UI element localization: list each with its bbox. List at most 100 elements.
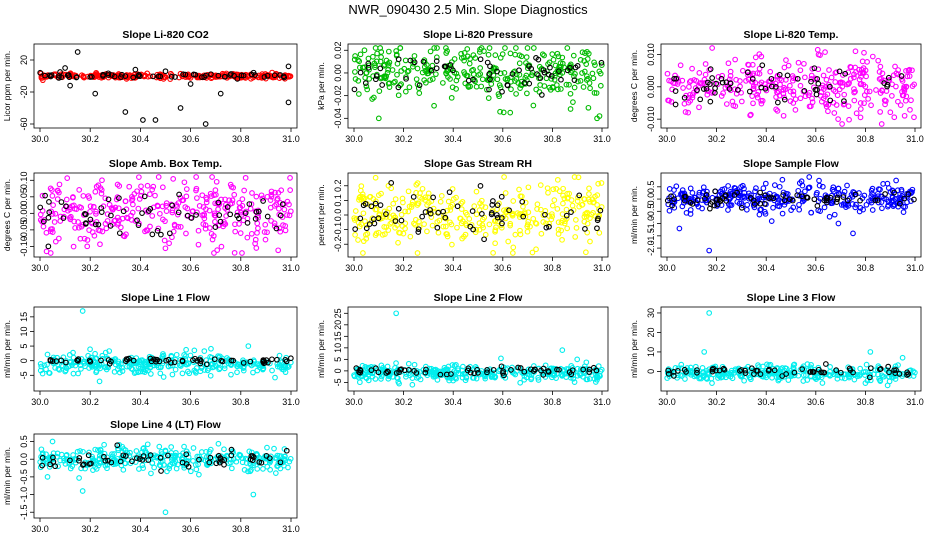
data-point	[671, 373, 677, 379]
data-point	[134, 455, 140, 461]
data-point	[102, 220, 109, 227]
data-point	[157, 370, 164, 377]
y-tick-label: 0	[646, 369, 656, 374]
data-point	[768, 194, 774, 201]
data-point	[871, 196, 877, 202]
data-point	[261, 229, 268, 235]
data-point	[222, 196, 228, 203]
data-point	[781, 96, 788, 103]
data-point	[532, 366, 538, 373]
data-point	[707, 66, 714, 72]
data-point	[448, 203, 454, 210]
data-point	[93, 183, 100, 190]
data-point	[208, 193, 215, 199]
data-point	[851, 376, 858, 383]
x-tick-label: 31.0	[906, 134, 924, 144]
x-tick-label: 30.0	[658, 397, 676, 407]
data-point	[66, 214, 73, 221]
data-point	[699, 364, 706, 371]
y-tick-label: -1.0	[19, 487, 29, 503]
data-point	[68, 213, 74, 220]
data-point	[705, 371, 712, 377]
data-point	[98, 357, 104, 364]
y-tick-label: 0.00	[333, 64, 343, 82]
data-point	[826, 67, 832, 73]
data-point	[749, 72, 756, 78]
data-point	[586, 191, 592, 197]
data-point	[899, 76, 905, 82]
data-point	[795, 187, 802, 194]
data-point	[512, 51, 518, 58]
data-point	[475, 72, 482, 78]
data-point	[861, 49, 867, 56]
data-point	[779, 210, 786, 217]
data-point	[443, 223, 449, 230]
data-point	[191, 347, 198, 354]
data-point	[546, 223, 552, 230]
data-point	[554, 205, 561, 212]
data-point	[123, 231, 129, 238]
data-point	[575, 174, 582, 181]
data-point	[409, 201, 416, 208]
data-point	[148, 470, 154, 477]
data-point	[590, 75, 597, 82]
data-point	[363, 225, 370, 232]
data-point	[261, 74, 268, 80]
data-point	[496, 93, 502, 100]
data-point	[689, 190, 696, 196]
data-point	[40, 223, 47, 230]
data-point	[360, 250, 366, 256]
data-point	[567, 90, 574, 97]
data-point	[203, 448, 209, 455]
x-tick-label: 30.2	[708, 134, 726, 144]
data-point	[857, 365, 864, 372]
data-point	[276, 225, 283, 232]
data-point	[65, 72, 71, 79]
data-point	[473, 211, 480, 218]
data-point	[893, 367, 899, 373]
data-point	[704, 188, 710, 195]
data-point	[361, 47, 368, 54]
data-point	[899, 354, 906, 361]
data-point	[719, 72, 726, 79]
data-point	[549, 211, 555, 217]
data-point	[375, 369, 382, 376]
data-point	[85, 352, 91, 359]
data-point	[111, 368, 118, 375]
data-point	[215, 199, 222, 206]
data-point	[405, 208, 412, 215]
data-point	[455, 367, 461, 374]
data-point	[96, 455, 103, 462]
data-point	[392, 78, 398, 85]
y-tick-label: -2.0	[646, 240, 656, 256]
data-point	[250, 460, 257, 466]
data-point	[133, 448, 140, 454]
data-point	[98, 209, 105, 215]
data-point	[63, 196, 70, 203]
data-point	[895, 98, 901, 105]
data-point	[768, 83, 775, 90]
data-point	[281, 74, 288, 81]
data-point	[417, 194, 423, 201]
data-point	[522, 199, 529, 206]
y-tick-label: 0.1	[333, 194, 343, 207]
data-point	[168, 444, 175, 450]
data-point	[885, 363, 892, 370]
data-point	[528, 65, 535, 72]
data-point	[430, 194, 436, 201]
data-point	[398, 366, 405, 373]
data-point	[586, 80, 593, 86]
data-point	[287, 175, 293, 181]
x-tick-label: 30.6	[182, 397, 200, 407]
data-point	[256, 208, 262, 215]
data-point	[149, 213, 156, 219]
data-point	[561, 220, 568, 227]
data-point	[882, 191, 888, 197]
data-point	[188, 215, 195, 221]
data-point	[518, 53, 525, 60]
data-point	[455, 370, 462, 377]
data-point	[247, 358, 254, 365]
chart-panel-3: Slope Li-820 Temp.30.0 30.2 30.4 30.6 30.8 31…	[629, 29, 924, 144]
